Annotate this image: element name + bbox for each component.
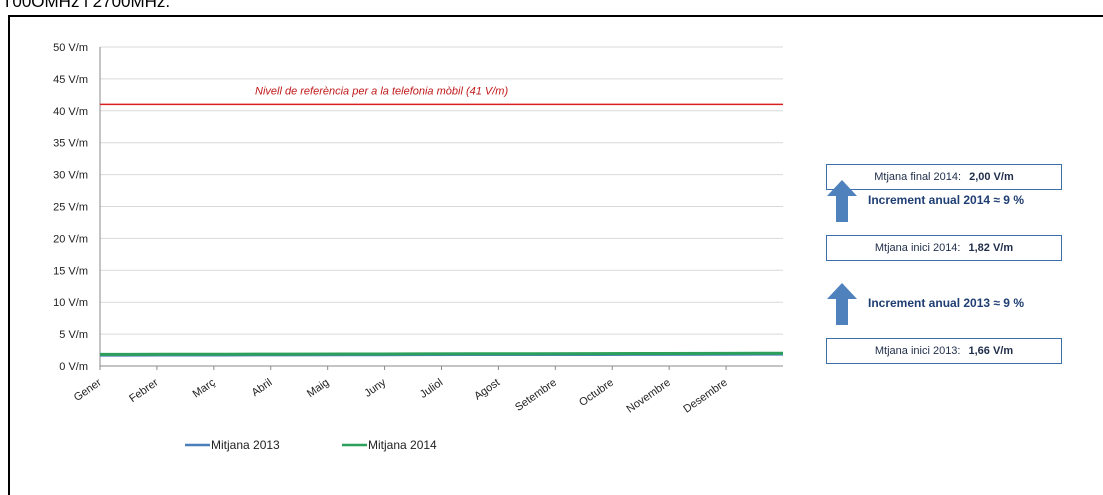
y-tick-label: 10 V/m <box>53 297 88 309</box>
x-tick-label: Desembre <box>681 377 729 416</box>
series-line <box>99 351 784 356</box>
legend: Mitjana 2013 Mitjana 2014 <box>185 438 437 452</box>
reference-line-group: Nivell de referència per a la telefonia … <box>100 85 783 106</box>
y-tick-label: 35 V/m <box>53 138 88 150</box>
y-tick-label: 40 V/m <box>53 106 88 118</box>
y-tick-label: 50 V/m <box>53 42 88 54</box>
y-tick-label: 5 V/m <box>59 329 88 341</box>
chart-frame <box>8 15 1103 495</box>
y-axis-ticks: 50 V/m 45 V/m 40 V/m 35 V/m 30 V/m 25 V/m 20 V… <box>53 42 88 373</box>
line-chart: 50 V/m 45 V/m 40 V/m 35 V/m 30 V/m 25 V/m 20 V… <box>53 42 784 452</box>
legend-label: Mitjana 2014 <box>368 438 437 452</box>
legend-label: Mitjana 2013 <box>211 438 280 452</box>
x-tick-label: Novembre <box>624 377 672 416</box>
y-tick-label: 15 V/m <box>53 265 88 277</box>
inici-2013-value: 1,66 V/m <box>968 345 1014 357</box>
y-tick-label: 25 V/m <box>53 202 88 214</box>
final-2014-label: Mtjana final 2014: <box>874 171 962 183</box>
increment-2014-text: Increment anual 2014 ≈ 9 % <box>868 193 1024 207</box>
x-tick-label: Abril <box>250 377 275 399</box>
inici-2014-box: Mtjana inici 2014: 1,82 V/m <box>826 235 1062 261</box>
inici-2013-box: Mtjana inici 2013: 1,66 V/m <box>826 338 1062 364</box>
page-header-text: T00OMHz i 2700MHz. <box>2 0 171 11</box>
final-2014-value: 2,00 V/m <box>969 171 1014 183</box>
x-tick-label: Octubre <box>577 377 616 409</box>
x-axis-ticks: Gener Febrer Març Abril Maig Juny Juliol Agost S… <box>72 366 730 416</box>
x-tick-label: Juny <box>362 376 388 399</box>
x-tick-label: Febrer <box>127 376 161 405</box>
y-tick-label: 0 V/m <box>59 361 88 373</box>
x-tick-label: Maig <box>305 377 331 401</box>
inici-2013-label: Mtjana inici 2013: <box>874 345 961 357</box>
inici-2014-value: 1,82 V/m <box>968 242 1014 254</box>
inici-2014-label: Mtjana inici 2014: <box>874 242 961 254</box>
final-2014-box: Mtjana final 2014: 2,00 V/m <box>826 164 1062 190</box>
x-tick-label: Juliol <box>418 377 445 401</box>
increment-2013-text: Increment anual 2013 ≈ 9 % <box>868 296 1024 310</box>
x-tick-label: Gener <box>72 376 104 404</box>
up-arrow-icon <box>827 283 857 325</box>
x-tick-label: Setembre <box>513 377 559 414</box>
x-tick-label: Agost <box>472 377 502 403</box>
up-arrow-icon <box>827 180 857 222</box>
y-tick-label: 45 V/m <box>53 74 88 86</box>
series-lines <box>99 351 784 357</box>
reference-line-label: Nivell de referència per a la telefonia … <box>255 85 508 97</box>
y-tick-label: 20 V/m <box>53 233 88 245</box>
y-tick-label: 30 V/m <box>53 170 88 182</box>
x-tick-label: Març <box>191 376 218 400</box>
